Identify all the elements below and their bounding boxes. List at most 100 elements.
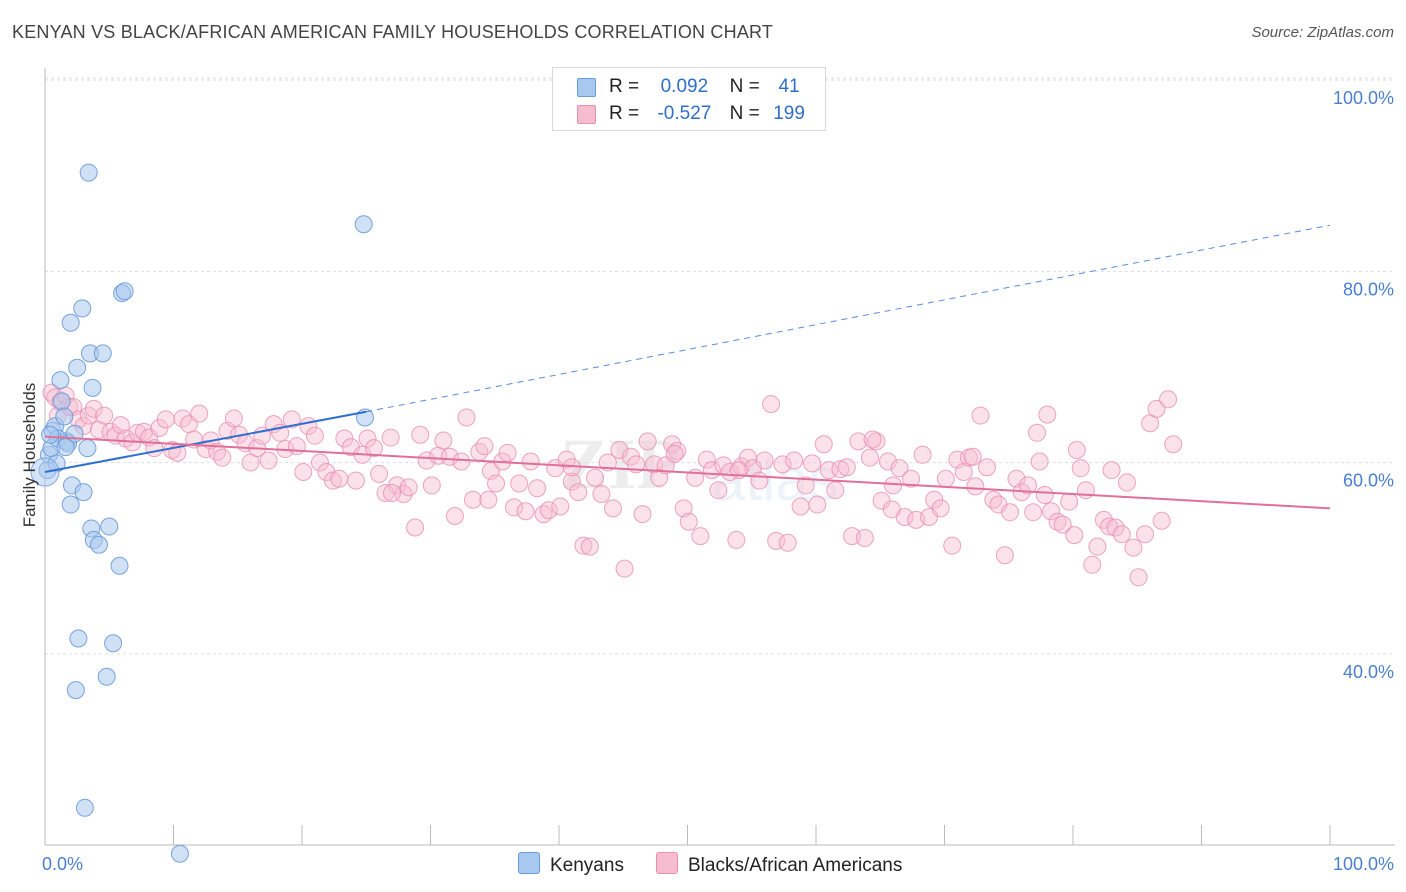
point-blacks — [287, 437, 306, 456]
point-blacks — [727, 530, 746, 549]
point-blacks — [84, 399, 103, 418]
point-kenyans — [61, 313, 80, 332]
point-kenyans — [61, 495, 80, 514]
legend-n-value: 41 — [778, 76, 800, 97]
point-blacks — [855, 529, 874, 548]
bottom-legend-kenyans: Kenyans — [518, 852, 624, 877]
point-blacks — [674, 499, 693, 518]
y-tick-label: 60.0% — [1343, 471, 1394, 491]
point-blacks — [406, 518, 425, 537]
point-blacks — [1030, 452, 1049, 471]
point-blacks — [224, 409, 243, 428]
point-blacks — [574, 536, 593, 555]
point-kenyans — [100, 517, 119, 536]
point-blacks — [381, 428, 400, 447]
point-blacks — [668, 441, 687, 460]
point-blacks — [1042, 502, 1061, 521]
y-tick-label: 100.0% — [1333, 88, 1394, 108]
point-blacks — [592, 485, 611, 504]
point-kenyans — [75, 798, 94, 817]
point-blacks — [1035, 485, 1054, 504]
point-blacks — [539, 501, 558, 520]
point-blacks — [213, 448, 232, 467]
point-blacks — [411, 425, 430, 444]
point-blacks — [190, 404, 209, 423]
point-blacks — [434, 431, 453, 450]
point-blacks — [884, 476, 903, 495]
point-blacks — [1135, 525, 1154, 544]
point-blacks — [370, 464, 389, 483]
point-kenyans — [110, 556, 129, 575]
point-blacks — [849, 432, 868, 451]
point-blacks — [1001, 503, 1020, 522]
point-blacks — [966, 477, 985, 496]
bottom-legend-swatch-blacks — [656, 852, 678, 874]
point-kenyans — [55, 407, 74, 426]
point-blacks — [569, 483, 588, 502]
point-blacks — [1024, 503, 1043, 522]
point-blacks — [417, 451, 436, 470]
bottom-legend-label-kenyans: Kenyans — [550, 855, 624, 876]
grid-lines — [45, 77, 1395, 655]
point-blacks — [755, 451, 774, 470]
legend-swatch-kenyans — [577, 78, 596, 97]
point-blacks — [796, 476, 815, 495]
point-blacks — [1112, 525, 1131, 544]
point-blacks — [259, 451, 278, 470]
point-blacks — [610, 441, 629, 460]
point-blacks — [1088, 537, 1107, 556]
point-blacks — [882, 500, 901, 519]
point-blacks — [863, 430, 882, 449]
tick-labels: 40.0% 60.0% 80.0% 100.0% 0.0% 100.0% — [42, 88, 1394, 874]
point-kenyans — [89, 535, 108, 554]
point-blacks — [445, 507, 464, 526]
correlation-legend: R = 0.092 N = 41 R = -0.527 N = 199 — [552, 67, 826, 131]
point-blacks — [1159, 390, 1178, 409]
point-kenyans — [73, 299, 92, 318]
point-kenyans — [79, 163, 98, 182]
point-blacks — [773, 455, 792, 474]
point-blacks — [633, 505, 652, 524]
point-blacks — [984, 490, 1003, 509]
point-blacks — [615, 559, 634, 578]
point-blacks — [562, 472, 581, 491]
point-blacks — [498, 443, 517, 462]
chart-title: KENYAN VS BLACK/AFRICAN AMERICAN FAMILY … — [12, 22, 774, 42]
point-blacks — [528, 479, 547, 498]
point-blacks — [399, 478, 418, 497]
point-blacks — [580, 537, 599, 556]
point-blacks — [305, 426, 324, 445]
point-blacks — [111, 416, 130, 435]
point-blacks — [598, 453, 617, 472]
point-blacks — [1102, 461, 1121, 480]
point-blacks — [936, 469, 955, 488]
point-blacks — [954, 463, 973, 482]
point-blacks — [720, 463, 739, 482]
point-blacks — [1124, 538, 1143, 557]
point-kenyans — [74, 483, 93, 502]
point-blacks — [1028, 423, 1047, 442]
point-blacks — [294, 463, 313, 482]
chart-source: Source: ZipAtlas.com — [1251, 24, 1394, 41]
point-blacks — [457, 408, 476, 427]
point-kenyans — [52, 392, 71, 411]
point-blacks — [1053, 515, 1072, 534]
point-blacks — [521, 452, 540, 471]
point-blacks — [1129, 568, 1148, 587]
point-blacks — [1038, 405, 1057, 424]
series-kenyans-points — [30, 163, 374, 863]
point-blacks — [963, 447, 982, 466]
point-blacks — [943, 536, 962, 555]
point-blacks — [516, 502, 535, 521]
point-blacks — [364, 439, 383, 458]
point-blacks — [860, 448, 879, 467]
point-blacks — [505, 498, 524, 517]
point-blacks — [697, 450, 716, 469]
point-blacks — [902, 469, 921, 488]
point-blacks — [1076, 481, 1095, 500]
point-blacks — [156, 410, 175, 429]
trend-line-kenyans — [44, 410, 367, 473]
point-blacks — [89, 420, 108, 439]
point-blacks — [977, 458, 996, 477]
point-blacks — [826, 481, 845, 500]
